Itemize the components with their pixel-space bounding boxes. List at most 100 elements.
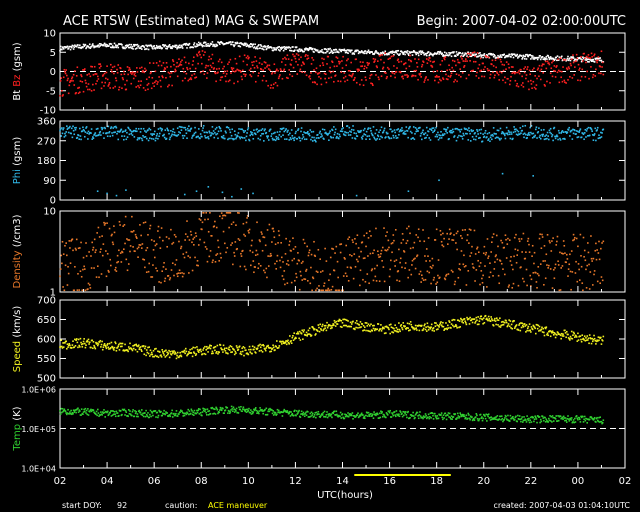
data-point-bt-74 (105, 43, 107, 46)
data-point-temp-19 (70, 413, 73, 416)
data-point-phi-823 (569, 135, 571, 137)
data-point-bt-538 (392, 51, 395, 53)
data-point-bt-351 (276, 47, 279, 49)
data-point-speed-66 (100, 346, 102, 348)
data-point-density-465 (347, 238, 349, 240)
data-point-density-60 (96, 232, 98, 234)
data-point-bz-701 (493, 76, 496, 79)
data-point-density-332 (264, 244, 267, 247)
data-point-temp-113 (129, 410, 131, 412)
data-point-speed-254 (216, 344, 219, 347)
data-point-bz-513 (377, 60, 379, 62)
data-point-density-338 (268, 223, 271, 226)
data-point-bz-207 (187, 79, 190, 82)
data-point-bz-810 (561, 70, 563, 73)
data-point-bz-640 (455, 73, 458, 76)
data-point-speed-798 (553, 332, 556, 334)
data-point-density-148 (150, 239, 153, 241)
data-point-phi-790 (548, 129, 551, 132)
data-point-bt-570 (412, 51, 414, 53)
data-point-phi-600 (430, 129, 433, 132)
data-point-phi-616 (440, 137, 443, 139)
data-point-phi-143 (147, 139, 150, 142)
data-point-density-485 (359, 269, 362, 272)
data-point-phi-804 (557, 138, 559, 141)
data-point-bt-136 (143, 46, 146, 48)
data-point-temp-406 (310, 411, 313, 414)
data-point-bt-841 (580, 58, 582, 60)
data-point-bz-869 (597, 56, 600, 58)
data-point-temp-478 (355, 415, 357, 417)
data-point-density-430 (325, 260, 328, 262)
data-point-speed-550 (399, 325, 402, 327)
data-point-bt-721 (505, 55, 508, 58)
data-point-speed-869 (597, 336, 600, 338)
data-point-temp-291 (239, 408, 242, 411)
data-point-density-171 (165, 268, 167, 270)
data-point-phi-615 (440, 130, 442, 133)
data-point-temp-282 (233, 411, 236, 413)
data-point-density-511 (375, 280, 378, 282)
data-point-bt-562 (407, 53, 409, 55)
data-point-speed-272 (227, 348, 230, 351)
data-point-phi-801 (555, 135, 558, 138)
data-point-temp-467 (348, 414, 351, 416)
data-point-bz-544 (396, 67, 398, 69)
data-point-bz-562 (407, 75, 409, 77)
data-point-density-191 (177, 272, 180, 274)
data-point-temp-73 (104, 416, 107, 418)
data-point-bz-447 (336, 65, 338, 67)
data-point-speed-807 (559, 333, 561, 336)
data-point-bz-850 (585, 55, 588, 58)
data-point-density-220 (195, 235, 198, 237)
data-point-density-734 (513, 236, 516, 239)
data-point-speed-473 (352, 320, 354, 323)
data-point-bz-257 (218, 67, 221, 70)
data-point-phi-516 (378, 138, 381, 141)
data-point-density-660 (468, 242, 470, 244)
data-point-speed-731 (512, 320, 514, 323)
data-point-temp-296 (242, 406, 245, 409)
data-point-density-104 (123, 224, 126, 226)
data-point-bz-113 (129, 68, 131, 71)
data-point-density-578 (417, 236, 419, 239)
data-point-speed-837 (577, 339, 580, 341)
data-point-density-256 (217, 246, 220, 249)
data-point-bz-481 (357, 70, 359, 72)
data-point-temp-279 (232, 410, 234, 412)
data-point-density-508 (373, 267, 376, 270)
data-point-speed-781 (543, 331, 545, 334)
data-point-phi-440 (331, 129, 334, 132)
data-point-bz-441 (332, 70, 335, 73)
data-point-bt-286 (236, 41, 238, 44)
data-point-speed-497 (367, 329, 369, 332)
data-point-phi-170 (164, 129, 167, 131)
data-point-density-258 (219, 215, 221, 218)
data-point-bt-315 (254, 43, 256, 46)
data-point-bt-446 (335, 48, 338, 51)
data-point-speed-629 (448, 321, 451, 324)
data-point-speed-138 (144, 345, 147, 348)
data-point-bt-792 (549, 56, 552, 58)
data-point-speed-341 (270, 350, 273, 353)
data-point-speed-590 (424, 328, 427, 331)
data-point-bt-589 (424, 53, 426, 56)
data-point-bt-475 (353, 53, 356, 55)
data-point-bz-449 (337, 80, 339, 82)
data-point-bz-864 (594, 75, 597, 77)
data-point-phi-726 (508, 133, 511, 136)
data-point-density-143 (147, 270, 150, 273)
data-point-phi-674 (476, 130, 479, 133)
data-point-bz-219 (194, 67, 197, 70)
data-point-bt-493 (364, 50, 367, 52)
data-point-bz-704 (495, 66, 497, 69)
data-point-bz-759 (529, 73, 532, 76)
data-point-speed-592 (425, 330, 428, 332)
data-point-speed-431 (326, 321, 328, 324)
data-point-bt-719 (504, 56, 507, 58)
data-point-bt-737 (515, 54, 518, 57)
data-point-speed-422 (320, 329, 323, 331)
data-point-speed-560 (406, 326, 408, 329)
data-point-density-66 (100, 248, 102, 251)
y-tick-label-speed-4: 700 (37, 296, 56, 307)
